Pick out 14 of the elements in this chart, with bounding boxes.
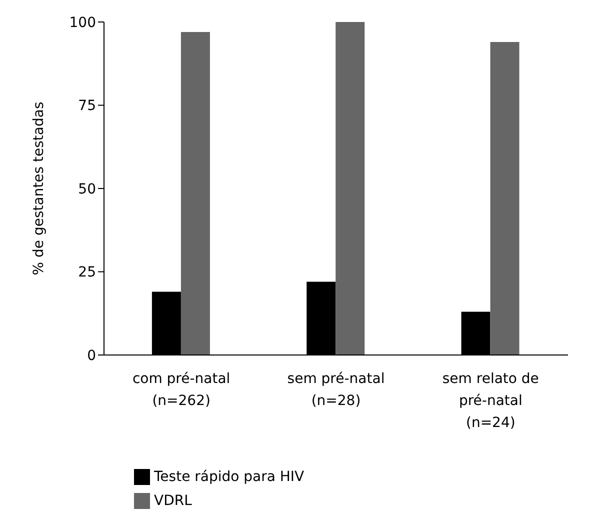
bar (490, 42, 520, 355)
y-tick-label: 50 (78, 181, 96, 198)
y-tick-label: 75 (78, 98, 96, 114)
y-axis-title: % de gestantes testadas (30, 102, 47, 276)
bar (180, 32, 210, 355)
y-tick-label: 100 (69, 14, 96, 31)
y-tick-label: 25 (78, 264, 96, 281)
x-tick-label: sem pré-natal (n=28) (287, 371, 385, 409)
x-tick-label: com pré-natal (n=262) (132, 371, 230, 409)
legend-label: Teste rápido para HIV (154, 469, 304, 485)
x-tick-label: sem relato de pré-natal (n=24) (442, 371, 539, 431)
bar (336, 22, 365, 355)
legend-label: VDRL (154, 493, 192, 509)
y-tick-label: 0 (87, 348, 96, 364)
